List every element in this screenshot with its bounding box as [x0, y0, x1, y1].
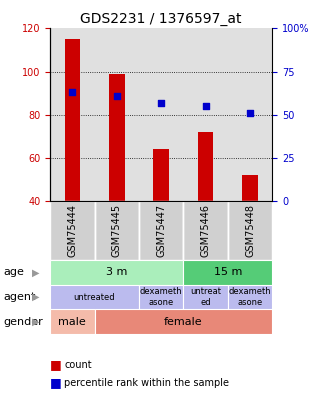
Text: count: count: [64, 360, 92, 369]
Title: GDS2231 / 1376597_at: GDS2231 / 1376597_at: [80, 12, 242, 26]
Bar: [50, 285, 139, 309]
Point: [114, 92, 119, 99]
Bar: [228, 201, 272, 260]
Point: [70, 89, 75, 96]
Point: [159, 99, 164, 106]
Text: 15 m: 15 m: [214, 267, 242, 277]
Bar: [183, 201, 228, 260]
Bar: [95, 309, 272, 334]
Text: female: female: [164, 317, 203, 327]
Text: age: age: [3, 267, 24, 277]
Text: GSM75448: GSM75448: [245, 204, 255, 257]
Bar: [95, 201, 139, 260]
Bar: [183, 285, 228, 309]
Text: ■: ■: [50, 376, 62, 389]
Bar: [109, 74, 125, 201]
Text: GSM75444: GSM75444: [67, 204, 77, 257]
Text: ▶: ▶: [32, 317, 40, 327]
Text: dexameth
asone: dexameth asone: [229, 288, 271, 307]
Text: 3 m: 3 m: [106, 267, 127, 277]
Text: gender: gender: [3, 317, 43, 327]
Bar: [64, 39, 80, 201]
Point: [248, 110, 253, 116]
Text: ▶: ▶: [32, 267, 40, 277]
Text: agent: agent: [3, 292, 35, 302]
Bar: [50, 201, 95, 260]
Text: GSM75447: GSM75447: [156, 204, 166, 257]
Text: dexameth
asone: dexameth asone: [140, 288, 182, 307]
Text: percentile rank within the sample: percentile rank within the sample: [64, 378, 229, 388]
Text: GSM75445: GSM75445: [112, 204, 122, 257]
Bar: [50, 260, 183, 285]
Bar: [153, 149, 169, 201]
Bar: [198, 132, 213, 201]
Text: untreated: untreated: [74, 293, 115, 302]
Text: ■: ■: [50, 358, 62, 371]
Text: male: male: [59, 317, 86, 327]
Bar: [139, 285, 183, 309]
Bar: [228, 285, 272, 309]
Text: GSM75446: GSM75446: [201, 204, 211, 257]
Bar: [139, 201, 183, 260]
Bar: [183, 260, 272, 285]
Text: ▶: ▶: [32, 292, 40, 302]
Bar: [50, 309, 95, 334]
Bar: [242, 175, 258, 201]
Point: [203, 103, 208, 109]
Text: untreat
ed: untreat ed: [190, 288, 221, 307]
